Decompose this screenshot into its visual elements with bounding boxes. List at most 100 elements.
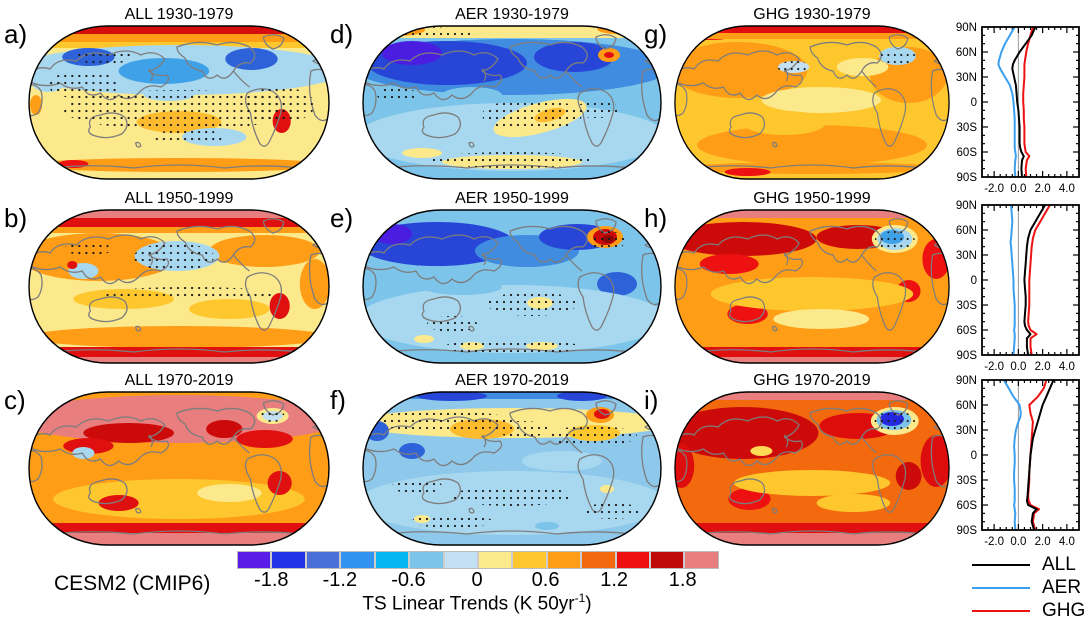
map-outline: [674, 391, 950, 546]
coastline: [135, 325, 142, 332]
stipple-region: [63, 90, 295, 130]
colorbar-cell: [341, 552, 376, 568]
coastline: [674, 234, 803, 285]
stipple-region: [874, 411, 916, 431]
panel-title-c: ALL 1970-2019: [124, 372, 234, 389]
zonal-ytick-label: 60N: [956, 47, 977, 59]
zonal-ytick-label: 90N: [956, 200, 977, 212]
zonal-ytick-label: 90N: [956, 22, 977, 34]
panel-title-d: AER 1930-1979: [455, 6, 569, 23]
zonal-plot-1: 90N 60N 30N 0 30S 60S 90S -2.0 0.0 2.0 4.0: [956, 22, 1080, 195]
zonal-line-aer: [997, 26, 1017, 178]
colorbar-cell: [616, 552, 652, 568]
coastline: [363, 83, 377, 117]
zonal-ytick-label: 30N: [956, 250, 977, 262]
coastline: [687, 530, 938, 537]
panel-letter-h: h): [644, 203, 668, 233]
stipple-region: [103, 287, 275, 301]
map-f: [362, 391, 662, 546]
stipple-region: [244, 87, 315, 123]
legend-label-all: ALL: [1042, 554, 1076, 575]
coastline: [363, 267, 377, 301]
map-outline: [674, 209, 950, 364]
zonal-xtick-label: 4.0: [1059, 183, 1075, 195]
coastline: [595, 400, 617, 416]
colorbar-cell: [478, 552, 514, 568]
colorbar-tick-label: 1.8: [668, 569, 697, 591]
coastline: [687, 164, 938, 171]
colorbar-cell: [582, 552, 617, 568]
map-g: [674, 25, 950, 180]
coastline: [809, 407, 882, 445]
coastline: [771, 141, 778, 148]
coastline: [565, 70, 583, 88]
colorbar-cell: [547, 552, 583, 568]
coastline: [481, 434, 487, 448]
zonal-line-all: [1025, 379, 1055, 531]
coastline: [674, 416, 803, 467]
panel-letter-a: a): [4, 19, 28, 49]
zonal-line-all: [1011, 26, 1037, 178]
colorbar-cell: [375, 552, 411, 568]
coastline: [421, 112, 462, 139]
legend-label-aer: AER: [1042, 577, 1082, 598]
panel-letter-d: d): [330, 19, 354, 49]
coastline: [888, 218, 909, 234]
panel-letter-g: g): [644, 19, 668, 49]
coastline: [861, 254, 877, 272]
zonal-line-ghg: [1027, 204, 1051, 356]
legend-row-ghg: GHG: [972, 600, 1085, 622]
zonal-ytick-label: 60S: [957, 147, 978, 159]
panel-title-f: AER 1970-2019: [455, 372, 569, 389]
colorbar-caption: TS Linear Trends (K 50yr-1): [237, 591, 717, 615]
zonal-xtick-label: 4.0: [1059, 536, 1075, 548]
coastline: [771, 325, 778, 332]
coastline: [861, 436, 877, 454]
stipple-region: [442, 340, 582, 354]
stipple-region: [582, 503, 642, 519]
zonal-xtick-label: 0.0: [1010, 536, 1026, 548]
panel-letter-c: c): [4, 385, 26, 415]
colorbar-caption-text: TS Linear Trends (K 50yr: [362, 593, 575, 615]
stipple-region: [377, 87, 417, 103]
panel-letter-i: i): [644, 385, 659, 415]
coastline: [29, 416, 170, 467]
zonal-xtick-label: 2.0: [1035, 183, 1051, 195]
zonal-plot-2: 90N 60N 30N 0 30S 60S 90S -2.0 0.0 2.0 4.0: [956, 200, 1080, 373]
panel-letter-b: b): [4, 203, 28, 233]
map-outline: [674, 25, 950, 180]
zonal-legend: ALL AER GHG: [966, 552, 1092, 624]
zonal-ytick-label: 60S: [957, 500, 978, 512]
coastline: [135, 141, 142, 148]
coastline: [674, 83, 688, 117]
zonal-plot-3: 90N 60N 30N 0 30S 60S 90S -2.0 0.0 2.0 4.0: [956, 375, 1080, 548]
coastline: [872, 88, 907, 147]
zonal-ytick-label: 30S: [957, 475, 978, 487]
coastline: [861, 70, 877, 88]
coastline: [29, 449, 43, 483]
stipple-region: [572, 102, 622, 118]
zonal-ytick-label: 30S: [957, 300, 978, 312]
zonal-ytick-label: 90N: [956, 375, 977, 387]
coastline: [148, 68, 154, 82]
colorbar-cell: [410, 552, 445, 568]
zonal-xtick-label: 0.0: [1010, 183, 1026, 195]
coastline: [135, 507, 142, 514]
map-outline: [362, 209, 662, 364]
coastline: [674, 449, 688, 483]
coastline: [232, 436, 250, 454]
panel-title-e: AER 1950-1999: [455, 190, 569, 207]
zonal-ytick-label: 90S: [957, 350, 978, 362]
stipple-region: [427, 316, 477, 332]
colorbar: [237, 551, 719, 569]
coastline: [376, 530, 649, 537]
zonal-line-aer: [1002, 379, 1022, 531]
map-d: [362, 25, 662, 180]
stipple-region: [547, 426, 637, 446]
map-c: [28, 391, 330, 546]
coastline: [809, 41, 882, 79]
stipple-region: [412, 514, 492, 528]
stipple-region: [133, 243, 215, 271]
zonal-xtick-label: 2.0: [1035, 361, 1051, 373]
stipple-region: [73, 50, 134, 64]
